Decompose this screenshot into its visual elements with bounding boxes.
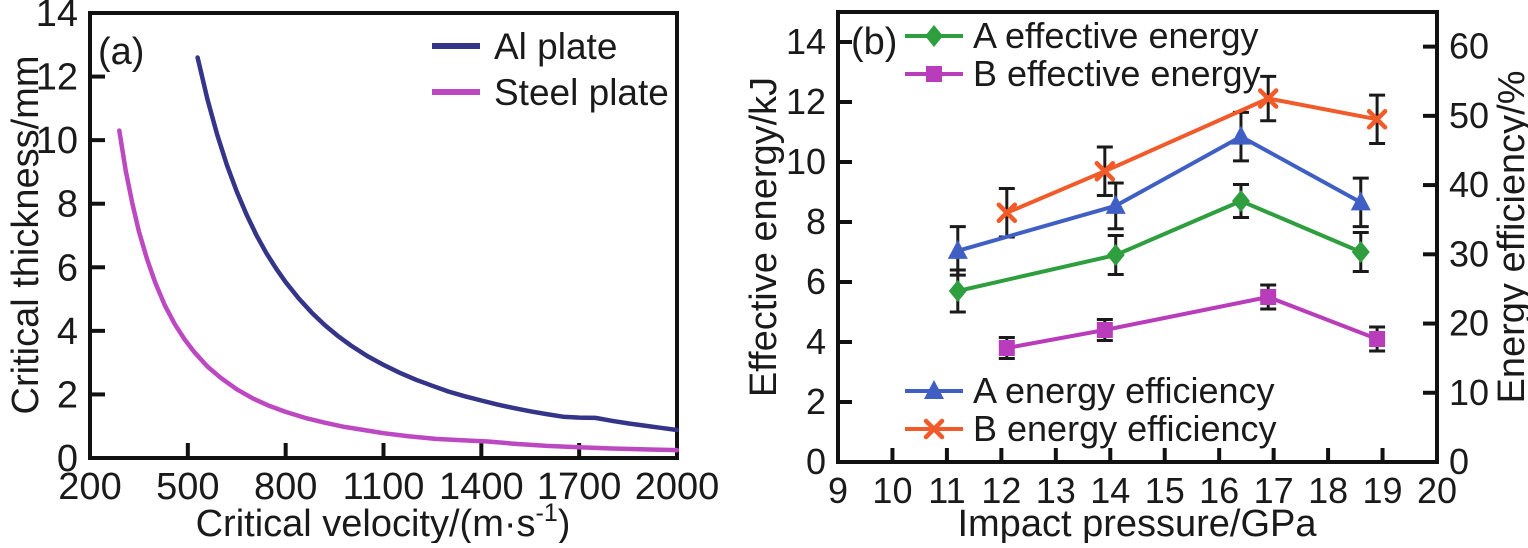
chart-a-y-tick-label: 12 [36,57,78,99]
chart-a-y-tick-label: 10 [36,120,78,162]
chart-b-right-y-tick-label: 60 [1449,26,1489,67]
chart-a-frame [88,11,679,460]
chart-a-x-tick-label: 800 [254,466,317,508]
chart-a-y-tick-label: 14 [36,0,78,35]
chart-b-legend-marker [923,418,945,440]
a-energy-efficiency-line [957,134,1362,253]
chart-a-y-tick-label: 0 [57,438,78,480]
chart-a-x-tick-label: 1700 [537,466,622,508]
chart-b-left-y-tick-label: 12 [786,81,826,122]
chart-b-x-tick-label: 14 [1090,470,1130,511]
chart-b-x-axis-title: Impact pressure/GPa [957,503,1317,543]
chart-a-y-tick-label: 6 [57,247,78,289]
a-effective-energy-line [957,199,1362,293]
chart-b-right-y-tick-label: 0 [1449,441,1469,482]
chart-b-frame [836,10,1439,464]
chart-b-legend-marker [926,66,942,82]
chart-b-x-tick-label: 9 [828,470,848,511]
b-energy-efficiency-line [1006,96,1378,215]
chart-a-x-tick-label: 200 [58,466,121,508]
chart-b-right-y-tick-label: 50 [1449,95,1489,136]
a-effective-energy-marker [1351,241,1370,263]
chart-a-legend-label: Steel plate [494,72,669,113]
chart-b-x-tick-label: 15 [1145,470,1185,511]
chart-b-x-tick-label: 20 [1417,470,1457,511]
al-plate-curve [195,55,680,433]
chart-a-x-tick-label: 500 [156,466,219,508]
chart-a-legend-label: Al plate [494,26,617,67]
chart-b-left-y-tick-label: 0 [806,441,826,482]
chart-b-left-y-tick-label: 2 [806,381,826,422]
a-energy-efficiency-marker [1105,194,1126,214]
b-effective-energy-marker [998,340,1015,356]
chart-b-left-y-tick-label: 10 [786,141,826,182]
chart-b-legend-label: B energy efficiency [973,408,1277,449]
a-energy-efficiency-marker [1230,125,1251,145]
chart-b-legend-label: A effective energy [973,15,1259,56]
chart-b-legend-marker [925,25,943,47]
a-effective-energy-marker [1106,244,1125,266]
chart-b-x-tick-label: 19 [1363,470,1403,511]
chart-b-x-tick-label: 18 [1308,470,1348,511]
b-effective-energy-marker [1260,289,1277,305]
chart-b-left-y-tick-label: 6 [806,261,826,302]
chart-b-legend-label: B effective energy [973,53,1261,94]
steel-plate-curve [117,128,680,453]
b-energy-efficiency-marker [1366,109,1388,130]
chart-b-x-tick-label: 17 [1254,470,1294,511]
b-energy-efficiency-marker [1094,160,1116,182]
chart-b-x-tick-label: 16 [1199,470,1239,511]
chart-a-x-tick-label: 1400 [439,466,524,508]
chart-b-legend-marker [924,380,944,399]
chart-a-y-tick-label: 8 [57,184,78,226]
b-effective-energy-marker [1369,331,1386,347]
panel-b-tag: (b) [851,21,897,63]
a-effective-energy-marker [1231,190,1250,212]
chart-a-x-tick-label: 2000 [635,466,720,508]
chart-a-y-tick-label: 2 [57,374,78,416]
chart-b-right-y-tick-label: 20 [1449,303,1489,344]
chart-b-legend-label: A energy efficiency [973,370,1275,411]
chart-b-x-tick-label: 12 [981,470,1021,511]
chart-a-y-tick-label: 4 [57,311,78,353]
a-effective-energy-marker [948,280,967,302]
chart-a-y-axis-title: Critical thickness/mm [5,56,47,415]
b-effective-energy-marker [1096,322,1113,338]
chart-b-x-tick-label: 10 [872,470,912,511]
chart-b-right-y-tick-label: 10 [1449,372,1489,413]
a-energy-efficiency-marker [1350,191,1371,211]
chart-a-x-tick-label: 1100 [343,466,425,508]
chart-b-right-y-axis-title: Energy efficiency/% [1491,70,1528,403]
chart-b-left-y-axis-title: Effective energy/kJ [743,77,785,397]
panel-a-tag: (a) [98,31,144,73]
chart-b-right-y-tick-label: 30 [1449,233,1489,274]
chart-b-x-tick-label: 13 [1036,470,1076,511]
chart-a-x-axis-title: Critical velocity/(m·s-1) [196,499,571,543]
chart-b-left-y-tick-label: 14 [786,21,826,62]
chart-b-x-tick-label: 11 [928,470,965,511]
a-energy-efficiency-marker [947,239,968,259]
b-energy-efficiency-marker [996,202,1018,224]
chart-b-left-y-tick-label: 4 [806,321,826,362]
b-energy-efficiency-marker [1257,88,1279,109]
chart-b-left-y-tick-label: 8 [806,201,826,242]
chart-b-right-y-tick-label: 40 [1449,164,1489,205]
b-effective-energy-line [1006,295,1378,350]
